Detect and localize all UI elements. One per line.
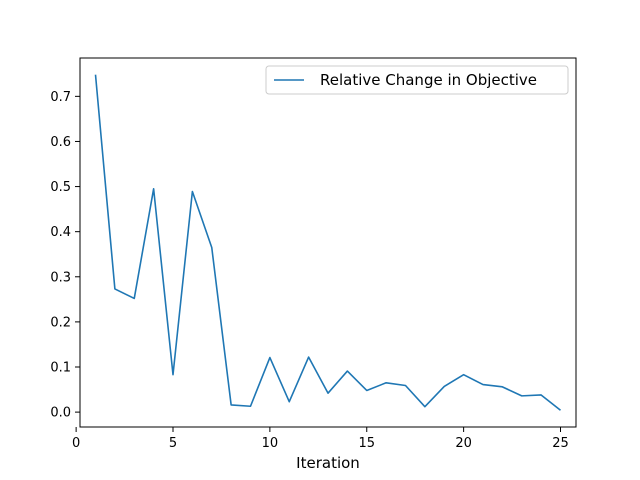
y-tick-label: 0.6 <box>50 135 71 150</box>
plot-frame <box>79 57 577 428</box>
y-tick-label: 0.3 <box>50 270 71 285</box>
legend-label: Relative Change in Objective <box>320 71 537 89</box>
y-tick-label: 0.4 <box>50 225 71 240</box>
legend: Relative Change in Objective <box>265 65 569 95</box>
y-tick-label: 0.0 <box>50 406 71 421</box>
series-line-relative-change <box>94 74 561 411</box>
x-tick-label: 25 <box>552 436 569 451</box>
y-axis-ticks: 0.0 0.1 0.2 0.3 0.4 0.5 0.6 0.7 <box>50 90 80 421</box>
x-tick-label: 20 <box>455 436 472 451</box>
x-axis-label: Iteration <box>296 454 360 472</box>
x-axis-ticks: 0 5 10 15 20 25 <box>72 427 569 451</box>
y-tick-label: 0.5 <box>50 180 71 195</box>
x-tick-label: 0 <box>72 436 80 451</box>
y-tick-label: 0.1 <box>50 361 71 376</box>
y-tick-label: 0.7 <box>50 90 71 105</box>
legend-box <box>265 65 569 95</box>
x-tick-label: 10 <box>262 436 279 451</box>
y-tick-label: 0.2 <box>50 315 71 330</box>
plot-area <box>80 58 576 427</box>
x-tick-label: 15 <box>358 436 375 451</box>
x-tick-label: 5 <box>169 436 177 451</box>
